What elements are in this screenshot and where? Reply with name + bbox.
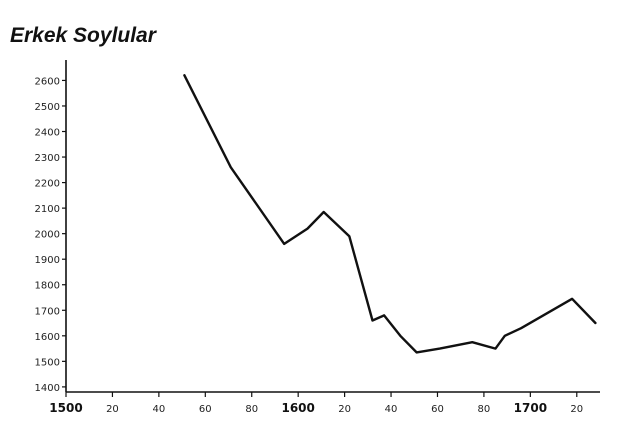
y-axis-ticks: 2600 2500 2400 2300 2200 2100 2000 1900 1800 1700…: [35, 76, 66, 394]
y-tick-label: 1500: [35, 357, 60, 368]
series-line-0: [183, 74, 597, 354]
data-point: [520, 327, 522, 329]
data-point: [322, 211, 325, 213]
y-tick-label: 2300: [35, 153, 60, 164]
series-layer: [183, 74, 597, 354]
data-point: [594, 322, 597, 324]
data-point: [571, 297, 573, 300]
y-tick-label: 2400: [35, 128, 60, 139]
y-tick-label: 2000: [35, 230, 60, 241]
axes: [65, 60, 600, 393]
x-tick-label: 80: [245, 404, 258, 415]
x-tick-label: 60: [199, 404, 212, 415]
x-tick-label: 60: [431, 404, 444, 415]
data-point: [348, 235, 351, 238]
data-point: [371, 319, 374, 322]
chart-title: Erkek Soylular: [10, 24, 156, 47]
y-tick-label: 1700: [35, 306, 60, 317]
x-tick-label: 20: [106, 404, 119, 415]
data-point: [283, 243, 286, 245]
y-tick-label: 2200: [35, 179, 60, 190]
data-point: [383, 314, 385, 317]
y-tick-label: 1600: [35, 332, 60, 343]
x-tick-label: 40: [153, 404, 166, 415]
data-point: [306, 227, 309, 230]
x-tick-label: 1500: [49, 401, 82, 415]
x-tick-label: 20: [570, 404, 583, 415]
x-tick-label: 40: [385, 404, 398, 415]
data-point: [439, 347, 441, 350]
y-tick-label: 2100: [35, 204, 60, 215]
data-point: [504, 335, 506, 337]
y-tick-label: 2600: [35, 76, 60, 87]
data-point: [471, 341, 474, 344]
data-point: [415, 351, 418, 354]
y-tick-label: 1400: [35, 383, 60, 394]
x-tick-label: 80: [478, 404, 491, 415]
y-tick-label: 1900: [35, 255, 60, 266]
data-point: [494, 347, 497, 350]
y-tick-label: 2500: [35, 102, 60, 113]
x-axis-ticks: 1500 20 40 60 80 1600 20 40 60 80 1700 20: [49, 392, 583, 415]
x-tick-label: 1700: [514, 401, 547, 415]
y-tick-label: 1800: [35, 281, 60, 292]
x-tick-label: 20: [338, 404, 351, 415]
data-point: [399, 335, 402, 337]
data-point: [183, 74, 186, 77]
x-tick-label: 1600: [281, 401, 314, 415]
data-point: [230, 166, 232, 169]
